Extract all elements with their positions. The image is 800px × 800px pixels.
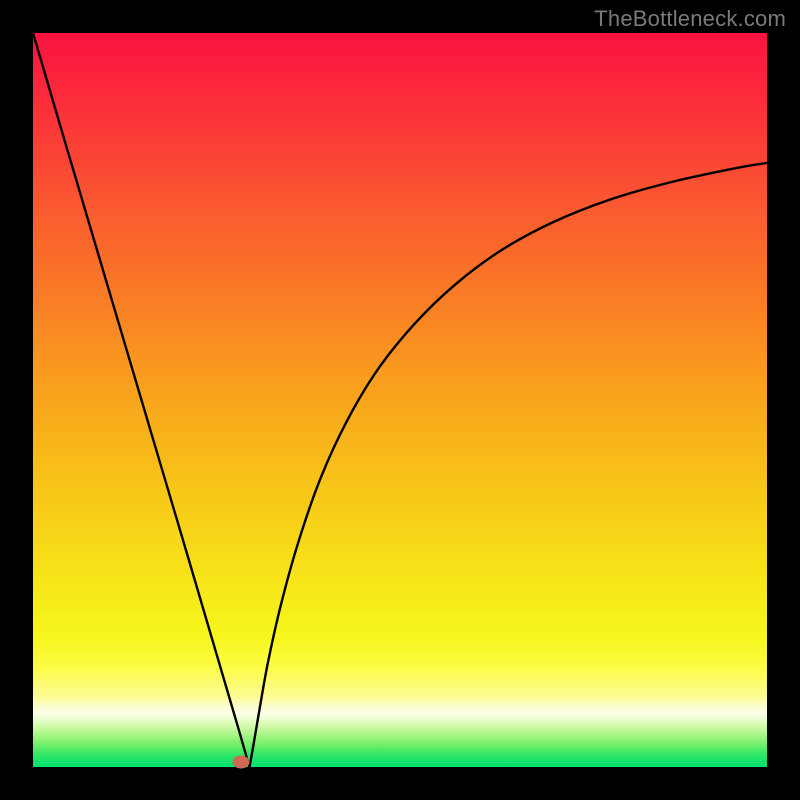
minimum-marker — [233, 755, 250, 768]
chart-container: { "watermark": { "text": "TheBottleneck.… — [0, 0, 800, 800]
plot-area — [33, 33, 767, 767]
watermark-text: TheBottleneck.com — [594, 6, 786, 32]
bottleneck-curve — [33, 33, 767, 767]
curve-path — [33, 33, 767, 767]
